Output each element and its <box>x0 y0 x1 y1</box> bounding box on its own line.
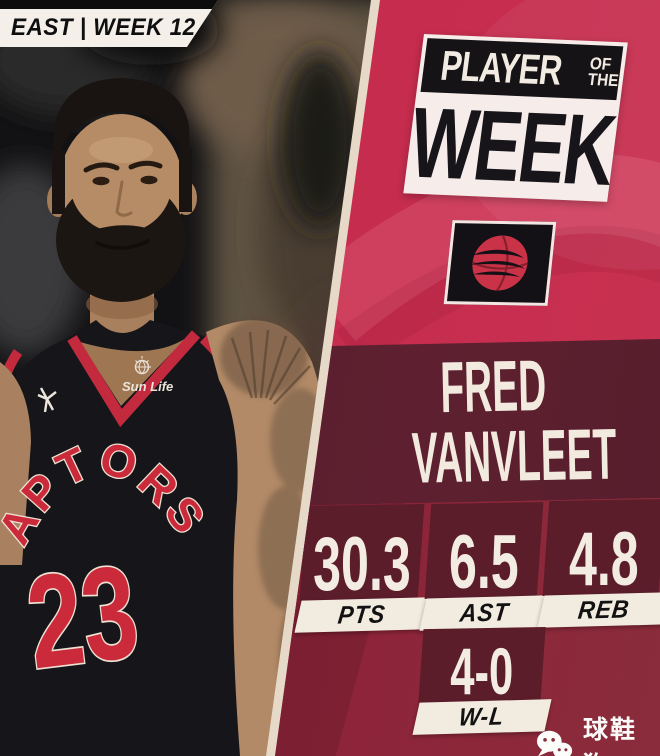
stat-rebounds: 4.8 REB <box>537 498 660 628</box>
jumpman-icon <box>37 387 57 413</box>
wechat-icon <box>536 730 573 756</box>
stat-value: 4.8 <box>569 517 639 603</box>
team-logo-box <box>443 220 557 306</box>
stat-value: 6.5 <box>449 520 519 606</box>
stat-points: 30.3 PTS <box>294 503 430 633</box>
stat-value: 4-0 <box>450 634 514 709</box>
stat-assists: 6.5 AST <box>419 502 549 631</box>
badge-word-player: PLAYER <box>437 41 565 94</box>
stat-label-bar: AST <box>419 595 549 631</box>
sunlife-globe-icon: Sun Life <box>122 356 173 394</box>
region-week-label: EAST | WEEK 12 <box>11 14 196 41</box>
badge-of-the: OF THE <box>586 54 622 91</box>
jersey-number: 23 <box>20 537 146 697</box>
badge-bottom: WEEK <box>403 86 620 207</box>
region-week-badge: EAST | WEEK 12 <box>0 0 218 47</box>
player-last-name: VANVLEET <box>411 414 618 499</box>
badge-top-bar <box>0 0 218 9</box>
stat-label-bar: REB <box>537 592 660 628</box>
watermark-label: 球鞋狗 <box>583 716 638 756</box>
watermark: 球鞋狗 <box>536 710 660 756</box>
player-name: FRED VANVLEET <box>323 346 660 499</box>
player-of-the-week-badge: PLAYER OF THE WEEK <box>403 34 628 207</box>
badge-word-week: WEEK <box>403 86 620 207</box>
stat-label-bar: PTS <box>294 597 430 633</box>
stat-value: 30.3 <box>313 522 411 608</box>
sunlife-label: Sun Life <box>122 379 173 394</box>
stat-label-bar: W-L <box>412 699 552 735</box>
badge-word-the: THE <box>586 69 620 91</box>
raptors-claw-basketball-icon <box>470 234 528 292</box>
stat-record: 4-0 W-L <box>412 626 552 735</box>
